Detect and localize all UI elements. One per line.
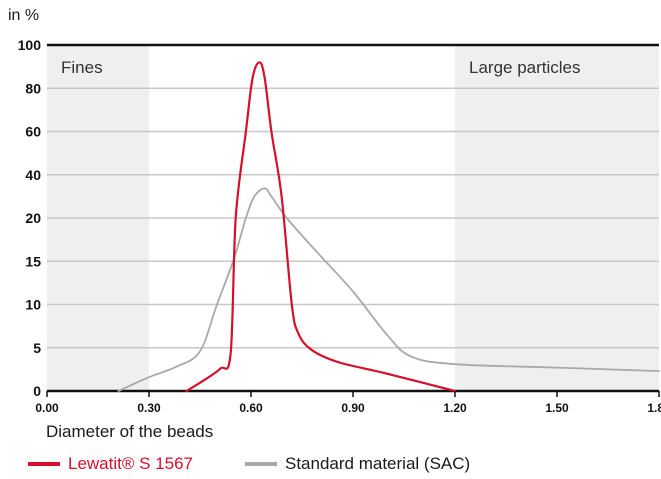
x-tick-label-2: 0.60 xyxy=(239,401,263,415)
y-tick-label-60: 60 xyxy=(25,124,41,140)
x-tick-label-3: 0.90 xyxy=(341,401,365,415)
x-tick-label-4: 1.20 xyxy=(443,401,467,415)
y-tick-label-0: 0 xyxy=(33,383,41,399)
series-line-0 xyxy=(185,61,457,393)
y-tick-label-15: 15 xyxy=(25,253,41,269)
x-axis-ticks: 0.00 0.30 0.60 0.90 1.20 1.50 1.80 xyxy=(35,391,661,415)
y-tick-label-10: 10 xyxy=(25,297,41,313)
legend-item-lewatit: Lewatit® S 1567 xyxy=(28,454,193,474)
y-axis-ticks: 0 5 10 15 20 40 60 80 100 xyxy=(18,37,42,399)
x-tick-label-6: 1.80 xyxy=(647,401,661,415)
series-layer xyxy=(117,61,660,393)
series-line-1 xyxy=(117,187,660,392)
legend-label-lewatit: Lewatit® S 1567 xyxy=(68,454,193,473)
legend: Lewatit® S 1567 Standard material (SAC) xyxy=(28,453,470,475)
y-tick-label-100: 100 xyxy=(18,37,42,53)
legend-swatch-standard xyxy=(245,462,277,466)
region-label-0: Fines xyxy=(61,58,103,77)
y-tick-label-40: 40 xyxy=(25,167,41,183)
y-axis-label: in % xyxy=(8,7,40,24)
x-tick-label-1: 0.30 xyxy=(137,401,161,415)
y-tick-label-20: 20 xyxy=(25,210,41,226)
legend-label-standard: Standard material (SAC) xyxy=(285,454,471,473)
x-tick-label-0: 0.00 xyxy=(35,401,59,415)
y-tick-label-80: 80 xyxy=(25,80,41,96)
x-axis-label: Diameter of the beads xyxy=(46,422,214,441)
region-label-1: Large particles xyxy=(469,58,581,77)
y-tick-label-5: 5 xyxy=(33,340,41,356)
legend-item-standard: Standard material (SAC) xyxy=(245,454,470,474)
x-tick-label-5: 1.50 xyxy=(545,401,569,415)
legend-swatch-lewatit xyxy=(28,462,60,466)
